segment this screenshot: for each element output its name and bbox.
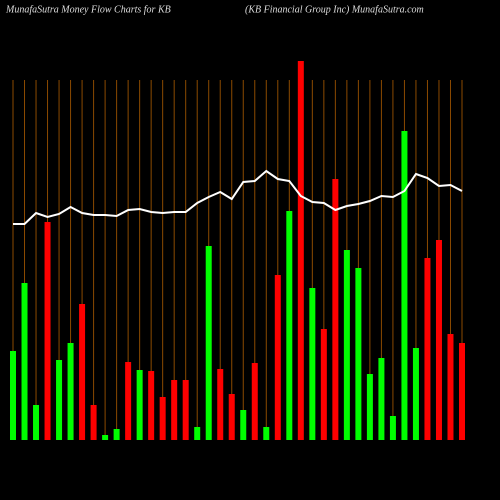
bar [389,416,396,440]
chart-subtitle: (KB Financial Group Inc) MunafaSutra.com [245,4,424,15]
bar [309,288,316,440]
bar [263,427,270,440]
bar [366,374,373,440]
bar [159,397,166,440]
bar [459,343,465,440]
bar [136,370,143,440]
bar [10,351,16,440]
bar [194,427,201,440]
bar [171,380,178,440]
bar [297,61,304,440]
bar [67,343,74,440]
bar [205,246,212,440]
bar [33,405,40,440]
bar [182,380,189,440]
bar [217,369,224,440]
bar [401,131,408,440]
bar [412,348,419,440]
bar [343,250,350,440]
bar [148,371,155,440]
bar [228,394,235,440]
line [13,169,463,225]
bar [332,179,339,440]
bar [274,275,281,440]
chart-title: MunafaSutra Money Flow Charts for KB [5,4,171,15]
bar [424,258,431,440]
bar [286,211,293,440]
bar [44,222,51,440]
bar [378,358,385,440]
bar [56,360,63,440]
bar [125,362,132,440]
bar [435,240,442,440]
bar [447,334,454,440]
bar [113,429,120,440]
bar [21,283,28,440]
bar [320,329,327,440]
bar [240,410,247,440]
bar [102,435,109,440]
bar [355,268,362,440]
bar [79,304,86,440]
bar [251,363,258,440]
bar [90,405,97,440]
